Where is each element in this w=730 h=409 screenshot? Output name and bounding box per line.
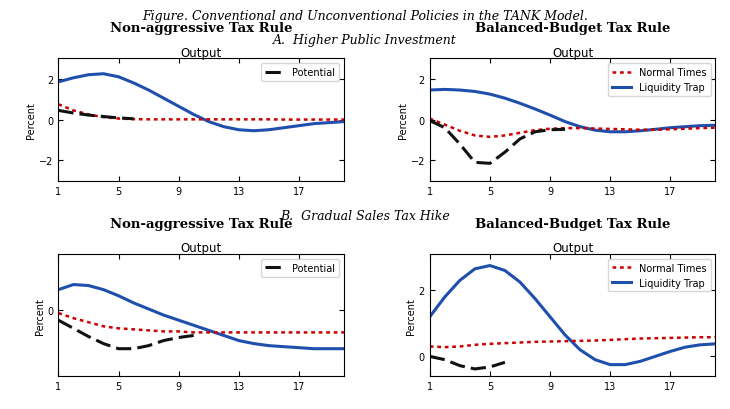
Legend: Normal Times, Liquidity Trap: Normal Times, Liquidity Trap — [608, 64, 710, 97]
Title: Output: Output — [180, 242, 222, 254]
Y-axis label: Percent: Percent — [406, 297, 416, 334]
Text: Non-aggressive Tax Rule: Non-aggressive Tax Rule — [110, 217, 293, 230]
Text: Balanced-Budget Tax Rule: Balanced-Budget Tax Rule — [475, 217, 670, 230]
Y-axis label: Percent: Percent — [34, 297, 45, 334]
Legend: Normal Times, Liquidity Trap: Normal Times, Liquidity Trap — [608, 259, 710, 292]
Text: A.  Higher Public Investment: A. Higher Public Investment — [273, 34, 457, 47]
Y-axis label: Percent: Percent — [398, 102, 408, 139]
Title: Output: Output — [180, 47, 222, 60]
Title: Output: Output — [552, 242, 593, 254]
Text: B.  Gradual Sales Tax Hike: B. Gradual Sales Tax Hike — [280, 210, 450, 223]
Title: Output: Output — [552, 47, 593, 60]
Legend: Potential: Potential — [261, 259, 339, 277]
Text: Balanced-Budget Tax Rule: Balanced-Budget Tax Rule — [475, 22, 670, 35]
Text: Non-aggressive Tax Rule: Non-aggressive Tax Rule — [110, 22, 293, 35]
Text: Figure. Conventional and Unconventional Policies in the TANK Model.: Figure. Conventional and Unconventional … — [142, 10, 588, 23]
Y-axis label: Percent: Percent — [26, 102, 36, 139]
Legend: Potential: Potential — [261, 64, 339, 82]
